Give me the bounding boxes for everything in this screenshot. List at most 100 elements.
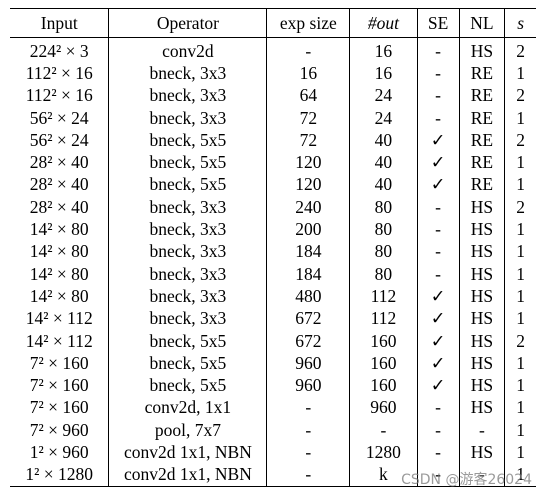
cell-out: 16 xyxy=(349,62,418,85)
cell-exp-size: 480 xyxy=(266,285,350,308)
cell-out: 80 xyxy=(349,240,418,263)
cell-nl: HS xyxy=(458,285,505,308)
cell-input: 28² × 40 xyxy=(29,152,89,173)
cell-exp-size: 16 xyxy=(266,62,350,85)
cell-input: 1² × 1280 xyxy=(10,463,109,487)
cell-nl: HS xyxy=(458,441,505,464)
cell-se: - xyxy=(416,106,460,130)
table-row: 14² × 112 bneck, 5x5 672 160 ✓ HS 2 xyxy=(10,329,536,353)
cell-stride: 1 xyxy=(504,396,536,420)
cell-nl: RE xyxy=(458,106,505,130)
cell-out: 960 xyxy=(349,396,418,420)
cell-operator: bneck, 3x3 xyxy=(108,106,267,130)
table-row: 7² × 160 bneck, 5x5 960 160 ✓ HS 1 xyxy=(10,374,536,397)
cell-out: 160 xyxy=(349,374,418,397)
cell-out: 112 xyxy=(349,285,418,308)
cell-input: 14² × 80 xyxy=(29,219,89,240)
cell-se: ✓ xyxy=(416,285,460,308)
header-input: Input xyxy=(10,8,109,38)
cell-operator: bneck, 3x3 xyxy=(108,196,267,219)
cell-operator: pool, 7x7 xyxy=(108,419,267,442)
table-row: 1² × 1280 conv2d 1x1, NBN - k - -1 xyxy=(10,463,536,487)
cell-exp-size: 672 xyxy=(266,307,350,330)
table-row: 112² × 16 bneck, 3x3 16 16- RE 1 xyxy=(10,62,536,85)
cell-nl: - xyxy=(458,463,505,487)
cell-stride: 1 xyxy=(504,218,536,241)
cell-stride: 2 xyxy=(504,129,536,152)
cell-exp-size: 72 xyxy=(266,129,350,152)
cell-se: ✓ xyxy=(416,352,460,375)
header-operator: Operator xyxy=(108,8,267,38)
architecture-table: Input Operator exp size #out SE NL s 224… xyxy=(10,8,536,487)
table-row: 28² × 40 bneck, 3x3 240 80- HS 2 xyxy=(10,196,536,219)
cell-se: - xyxy=(416,84,460,107)
cell-operator: bneck, 5x5 xyxy=(108,173,267,197)
cell-se: ✓ xyxy=(416,151,460,174)
cell-nl: HS xyxy=(458,218,505,241)
table-row: 56² × 24 bneck, 5x5 72 40 ✓ RE 2 xyxy=(10,129,536,152)
cell-se: - xyxy=(416,441,460,464)
cell-exp-size: 960 xyxy=(266,352,350,375)
cell-operator: bneck, 3x3 xyxy=(108,62,267,85)
cell-operator: conv2d 1x1, NBN xyxy=(108,463,267,487)
cell-nl: RE xyxy=(458,129,505,152)
cell-nl: - xyxy=(458,419,505,442)
cell-exp-size: - xyxy=(266,463,350,487)
cell-nl: HS xyxy=(458,329,505,353)
cell-input: 14² × 112 xyxy=(25,330,93,351)
cell-exp-size: 240 xyxy=(266,196,350,219)
cell-operator: conv2d, 1x1 xyxy=(108,396,267,420)
cell-stride: 1 xyxy=(504,262,536,286)
cell-input: 14² × 80 xyxy=(29,263,89,284)
cell-input: 56² × 24 xyxy=(29,107,89,128)
cell-input: 112² × 16 xyxy=(25,85,93,106)
cell-nl: HS xyxy=(458,262,505,286)
cell-operator: bneck, 3x3 xyxy=(108,262,267,286)
cell-out: 40 xyxy=(349,151,418,174)
table-row: 14² × 112 bneck, 3x3 672 112 ✓ HS 1 xyxy=(10,307,536,330)
cell-se: ✓ xyxy=(416,307,460,330)
cell-out: 40 xyxy=(349,129,418,152)
cell-stride: 1 xyxy=(504,441,536,464)
cell-nl: HS xyxy=(458,240,505,263)
cell-stride: 1 xyxy=(504,419,536,442)
header-stride: s xyxy=(504,8,536,38)
cell-out: - xyxy=(349,419,418,442)
cell-exp-size: - xyxy=(266,37,350,63)
cell-operator: bneck, 5x5 xyxy=(108,151,267,174)
header-se: SE xyxy=(416,8,460,38)
cell-input: 7² × 160 xyxy=(29,397,89,418)
cell-stride: 2 xyxy=(504,37,536,63)
cell-se: - xyxy=(416,419,460,442)
cell-input: 1² × 960 xyxy=(29,441,89,462)
cell-se: - xyxy=(416,262,460,286)
cell-stride: 1 xyxy=(504,374,536,397)
table-row: 224² × 3 conv2d -16- HS 2 xyxy=(10,37,536,63)
cell-nl: HS xyxy=(458,307,505,330)
cell-stride: 2 xyxy=(504,196,536,219)
cell-nl: HS xyxy=(458,37,505,63)
cell-out: 80 xyxy=(349,262,418,286)
cell-nl: HS xyxy=(458,196,505,219)
cell-out: 160 xyxy=(349,329,418,353)
cell-exp-size: 120 xyxy=(266,151,350,174)
cell-out: k xyxy=(349,463,418,487)
cell-input: 7² × 160 xyxy=(29,375,89,396)
cell-operator: bneck, 5x5 xyxy=(108,374,267,397)
table-row: 7² × 160 conv2d, 1x1-960- HS 1 xyxy=(10,396,536,420)
cell-operator: conv2d 1x1, NBN xyxy=(108,441,267,464)
table-row: 56² × 24 bneck, 3x3 72 24- RE 1 xyxy=(10,106,536,130)
cell-se: ✓ xyxy=(416,173,460,197)
cell-stride: 1 xyxy=(504,307,536,330)
table-row: 14² × 80 bneck, 3x3 184 80- HS 1 xyxy=(10,240,536,263)
cell-out: 1280 xyxy=(349,441,418,464)
cell-stride: 2 xyxy=(504,84,536,107)
cell-se: - xyxy=(416,218,460,241)
cell-exp-size: 72 xyxy=(266,106,350,130)
cell-operator: conv2d xyxy=(108,37,267,63)
cell-operator: bneck, 5x5 xyxy=(108,329,267,353)
cell-operator: bneck, 3x3 xyxy=(108,240,267,263)
header-exp-size: exp size xyxy=(266,8,350,38)
cell-nl: RE xyxy=(458,84,505,107)
cell-out: 112 xyxy=(349,307,418,330)
